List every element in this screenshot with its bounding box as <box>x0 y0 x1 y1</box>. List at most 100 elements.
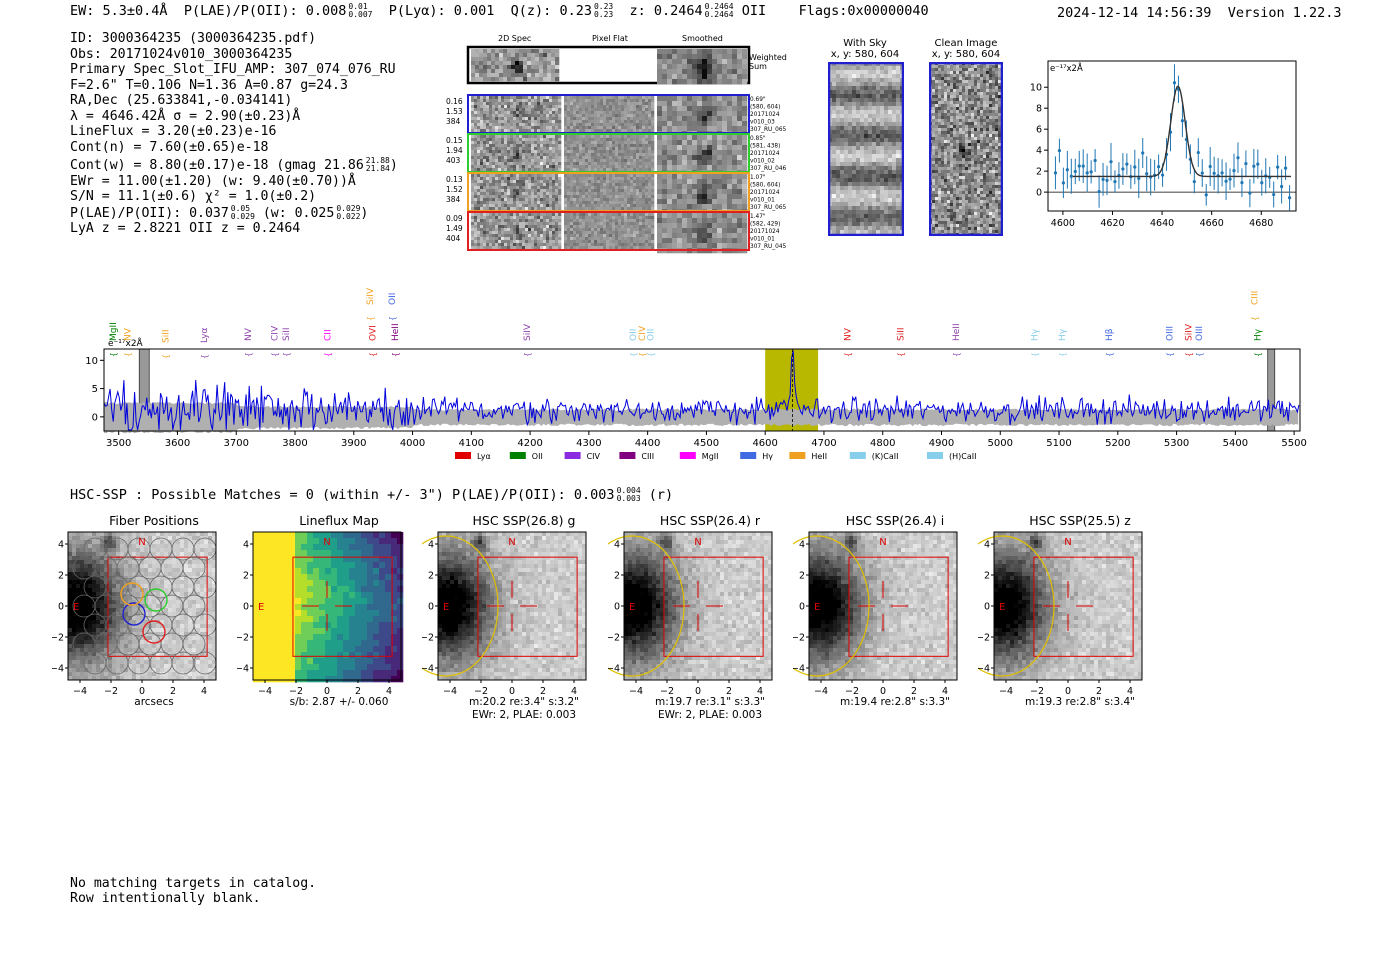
zoom-point <box>1283 166 1288 170</box>
line-marker-label: Hγ <box>1254 328 1264 341</box>
info-contw: Cont(w) = 8.80(±0.17)e-18 (gmag 21.86 21.… <box>70 156 398 174</box>
line-marker: Hβ { <box>1105 328 1115 357</box>
zoom-point <box>1200 171 1204 175</box>
zoom-point <box>1208 164 1212 169</box>
info-lambda: λ = 4646.42Å σ = 2.90(±0.23)Å <box>70 108 301 124</box>
panel-xtick-label: −4 <box>999 686 1013 697</box>
fiber-circle <box>182 556 206 580</box>
legend-swatch <box>849 452 866 459</box>
zoom-point <box>1053 171 1058 175</box>
legend-label: MgII <box>702 452 719 461</box>
line-marker: NV { <box>244 327 254 357</box>
panel-xtick-label: 4 <box>1127 686 1133 697</box>
cutout-right-label: 307_RU_065 <box>750 205 787 211</box>
panel-ytick-label: 0 <box>243 602 249 613</box>
spectrum-xtick-label: 4400 <box>635 438 660 449</box>
panel-xtick-label: −2 <box>474 686 488 697</box>
cutout-frame-row3 <box>467 211 750 251</box>
line-marker-bracket: { <box>244 352 253 357</box>
spectrum-xtick-label: 4800 <box>870 438 895 449</box>
zoom-point <box>1248 191 1252 195</box>
zoom-point <box>1121 167 1125 171</box>
line-marker: OIII { <box>1166 326 1176 357</box>
col-title-2dspec: 2D Spec <box>498 34 532 43</box>
cutout-right-label: 0.69" <box>750 97 766 103</box>
fiber-green <box>144 588 168 612</box>
legend-label: OII <box>532 452 543 461</box>
panel-xtick-label: −2 <box>845 686 859 697</box>
sky-image-pixels <box>624 532 773 681</box>
panel-xtick-label: 4 <box>201 686 207 697</box>
panel-xtick-label: 4 <box>571 686 577 697</box>
zoom-point <box>1077 164 1081 168</box>
panel-xtick-label: 2 <box>540 686 546 697</box>
panel-ytick-label: 0 <box>614 602 620 613</box>
panel-image-img: N E −4 −4 −2 −2 0 0 2 2 4 4 <box>978 531 1143 697</box>
panel-title: HSC SSP(26.4) r <box>659 513 761 528</box>
north-label: N <box>879 537 886 548</box>
zoom-point <box>1081 164 1085 168</box>
north-label: N <box>694 537 701 548</box>
zoom-point <box>1172 81 1177 85</box>
panel-xtick-label: −4 <box>443 686 457 697</box>
panel-xtick-label: −2 <box>289 686 303 697</box>
with-sky-image <box>828 62 904 236</box>
line-marker-bracket: { <box>282 352 291 357</box>
zoom-point <box>1192 179 1196 184</box>
spectrum-xtick-label: 3900 <box>341 438 366 449</box>
north-label: N <box>138 537 145 548</box>
line-marker-label: SiII <box>896 327 906 341</box>
cutout-right-label: (581, 438) <box>750 144 780 150</box>
line-marker-bracket: { <box>1254 352 1263 357</box>
weighted-2dspec <box>471 49 560 82</box>
panel-ytick-label: 4 <box>984 540 990 551</box>
cutout-2dspec-row0 <box>471 96 562 133</box>
line-marker: HeII { <box>391 323 401 357</box>
line-marker-label: SiIV <box>523 323 533 341</box>
timestamp: 2024-12-14 14:56:39 <box>1057 5 1212 21</box>
version: Version 1.22.3 <box>1227 5 1342 21</box>
zoom-point <box>1085 171 1089 175</box>
panel-xtick-label: 2 <box>911 686 917 697</box>
line-marker: MgII { <box>109 322 119 357</box>
panel-xtick-label: 4 <box>386 686 392 697</box>
line-marker-bracket: { <box>523 352 532 357</box>
panel-xtick-label: −2 <box>660 686 674 697</box>
sky-image-pixels <box>438 532 587 681</box>
cutout-pixelflat-row1 <box>564 135 655 172</box>
line-marker-bracket: { <box>843 352 852 357</box>
panel-ytick-label: 2 <box>428 571 434 582</box>
info-block: ID: 3000364235 (3000364235.pdf) Obs: 201… <box>70 31 398 237</box>
panel-ytick-label: 0 <box>58 602 64 613</box>
line-marker-bracket: { <box>124 352 133 357</box>
panel-image-img: N E −4 −4 −2 −2 0 0 2 2 4 4 <box>793 531 958 697</box>
line-marker-label: SiIV <box>1184 323 1194 341</box>
line-marker-bracket: { <box>1166 352 1175 357</box>
line-marker: OVI { <box>369 325 379 357</box>
line-marker-label: OIII <box>1166 326 1176 341</box>
cutout-smoothed-row2 <box>657 174 748 215</box>
clean-image-title: Clean Image x, y: 580, 604 <box>931 38 1001 60</box>
line-marker-bracket: { <box>896 352 905 357</box>
panel-xtick-label: 0 <box>695 686 701 697</box>
cutout-right-label: 20171024 <box>750 151 780 157</box>
panel-ytick-label: −4 <box>608 664 620 675</box>
panel-caption-2: EWr: 2, PLAE: 0.003 <box>471 709 577 721</box>
spectrum-ytick-label: 5 <box>92 384 98 395</box>
zoom-point <box>1113 179 1117 184</box>
legend-label: CIII <box>641 452 654 461</box>
aperture-box <box>477 556 578 657</box>
spectrum-frame <box>103 348 1301 432</box>
zoom-point <box>1137 176 1141 181</box>
zoom-point <box>1196 150 1200 155</box>
info-contn: Cont(n) = 7.60(±0.65)e-18 <box>70 139 269 155</box>
zoom-point <box>1244 162 1248 166</box>
zoom-point <box>1073 169 1077 174</box>
cutout-right-label: v010_01 <box>750 198 775 204</box>
line-marker-bracket: { <box>1105 352 1114 357</box>
with-sky-title: With Sky x, y: 580, 604 <box>830 38 900 60</box>
zoom-point <box>1276 165 1280 169</box>
spectrum-xtick-label: 5500 <box>1281 438 1306 449</box>
line-marker: Hγ { <box>1030 328 1040 357</box>
panel-ytick-label: 2 <box>984 571 990 582</box>
